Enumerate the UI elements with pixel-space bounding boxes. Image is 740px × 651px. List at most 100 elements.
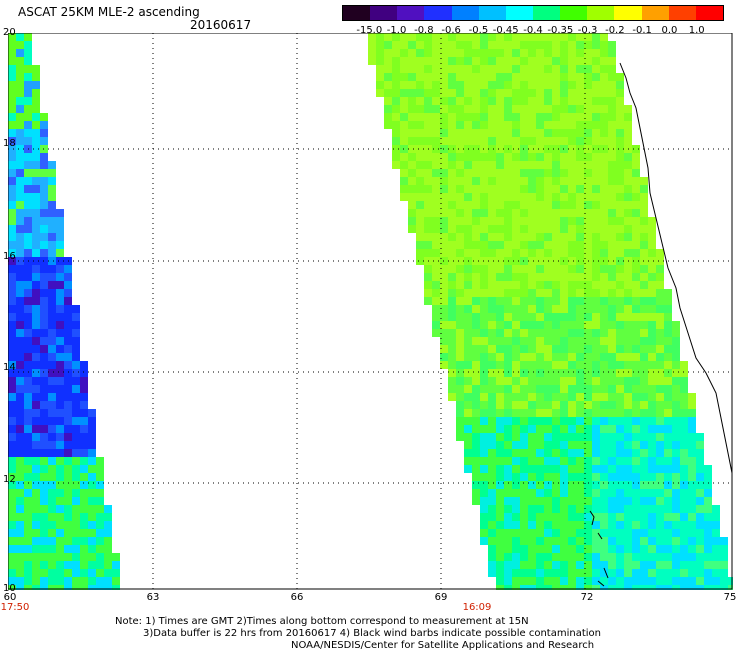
swath-cell xyxy=(664,369,672,377)
swath-cell xyxy=(528,321,536,329)
swath-cell xyxy=(456,257,464,265)
swath-cell xyxy=(496,553,504,561)
swath-cell xyxy=(560,569,568,577)
swath-cell xyxy=(488,49,496,57)
colorbar-segment xyxy=(505,6,533,20)
swath-cell xyxy=(440,185,448,193)
swath-cell xyxy=(568,289,576,297)
swath-cell xyxy=(600,409,608,417)
swath-cell xyxy=(400,177,408,185)
swath-cell xyxy=(480,385,488,393)
swath-cell xyxy=(632,345,640,353)
swath-cell xyxy=(568,521,576,529)
swath-cell xyxy=(496,225,504,233)
swath-cell xyxy=(624,537,632,545)
swath-cell xyxy=(568,353,576,361)
swath-cell xyxy=(504,321,512,329)
swath-cell xyxy=(704,529,712,537)
swath-cell xyxy=(424,249,432,257)
swath-cell xyxy=(560,225,568,233)
swath-cell xyxy=(616,497,624,505)
swath-cell xyxy=(672,577,680,585)
swath-cell xyxy=(456,73,464,81)
swath-cell xyxy=(592,113,600,121)
swath-cell xyxy=(40,513,48,521)
swath-cell xyxy=(8,121,16,129)
swath-cell xyxy=(568,57,576,65)
swath-cell xyxy=(504,97,512,105)
swath-cell xyxy=(680,497,688,505)
swath-cell xyxy=(48,457,56,465)
swath-cell xyxy=(528,97,536,105)
swath-cell xyxy=(504,329,512,337)
swath-cell xyxy=(696,521,704,529)
swath-cell xyxy=(496,41,504,49)
swath-cell xyxy=(640,401,648,409)
swath-cell xyxy=(592,257,600,265)
swath-cell xyxy=(664,457,672,465)
swath-cell xyxy=(8,585,16,590)
swath-cell xyxy=(448,321,456,329)
swath-cell xyxy=(576,241,584,249)
swath-cell xyxy=(640,201,648,209)
swath-cell xyxy=(624,521,632,529)
swath-cell xyxy=(72,585,80,590)
swath-cell xyxy=(16,169,24,177)
swath-cell xyxy=(16,305,24,313)
swath-cell xyxy=(416,249,424,257)
swath-cell xyxy=(32,385,40,393)
swath-cell xyxy=(600,113,608,121)
swath-cell xyxy=(488,393,496,401)
swath-cell xyxy=(400,113,408,121)
swath-cell xyxy=(632,257,640,265)
swath-cell xyxy=(648,585,656,590)
swath-cell xyxy=(32,193,40,201)
swath-cell xyxy=(592,457,600,465)
swath-cell xyxy=(432,97,440,105)
swath-cell xyxy=(608,321,616,329)
swath-cell xyxy=(16,113,24,121)
swath-cell xyxy=(48,297,56,305)
swath-cell xyxy=(664,545,672,553)
swath-cell xyxy=(496,561,504,569)
swath-cell xyxy=(648,473,656,481)
swath-cell xyxy=(72,433,80,441)
swath-cell xyxy=(464,385,472,393)
swath-cell xyxy=(440,137,448,145)
swath-cell xyxy=(688,433,696,441)
swath-cell xyxy=(56,281,64,289)
swath-cell xyxy=(512,537,520,545)
swath-cell xyxy=(600,545,608,553)
swath-cell xyxy=(488,345,496,353)
swath-cell xyxy=(592,225,600,233)
swath-cell xyxy=(536,305,544,313)
swath-cell xyxy=(624,177,632,185)
swath-cell xyxy=(8,385,16,393)
swath-cell xyxy=(512,561,520,569)
swath-cell xyxy=(520,401,528,409)
swath-cell xyxy=(32,441,40,449)
swath-cell xyxy=(376,33,384,41)
swath-cell xyxy=(560,97,568,105)
swath-cell xyxy=(576,289,584,297)
swath-cell xyxy=(456,81,464,89)
swath-cell xyxy=(488,361,496,369)
swath-cell xyxy=(608,465,616,473)
swath-cell xyxy=(24,361,32,369)
swath-cell xyxy=(392,113,400,121)
swath-cell xyxy=(48,385,56,393)
swath-cell xyxy=(504,201,512,209)
swath-cell xyxy=(552,185,560,193)
swath-cell xyxy=(560,313,568,321)
swath-cell xyxy=(56,449,64,457)
swath-cell xyxy=(24,569,32,577)
swath-cell xyxy=(24,137,32,145)
swath-cell xyxy=(568,377,576,385)
swath-cell xyxy=(488,513,496,521)
swath-cell xyxy=(664,401,672,409)
swath-cell xyxy=(48,529,56,537)
swath-cell xyxy=(576,105,584,113)
swath-cell xyxy=(648,337,656,345)
swath-cell xyxy=(688,497,696,505)
swath-cell xyxy=(16,209,24,217)
